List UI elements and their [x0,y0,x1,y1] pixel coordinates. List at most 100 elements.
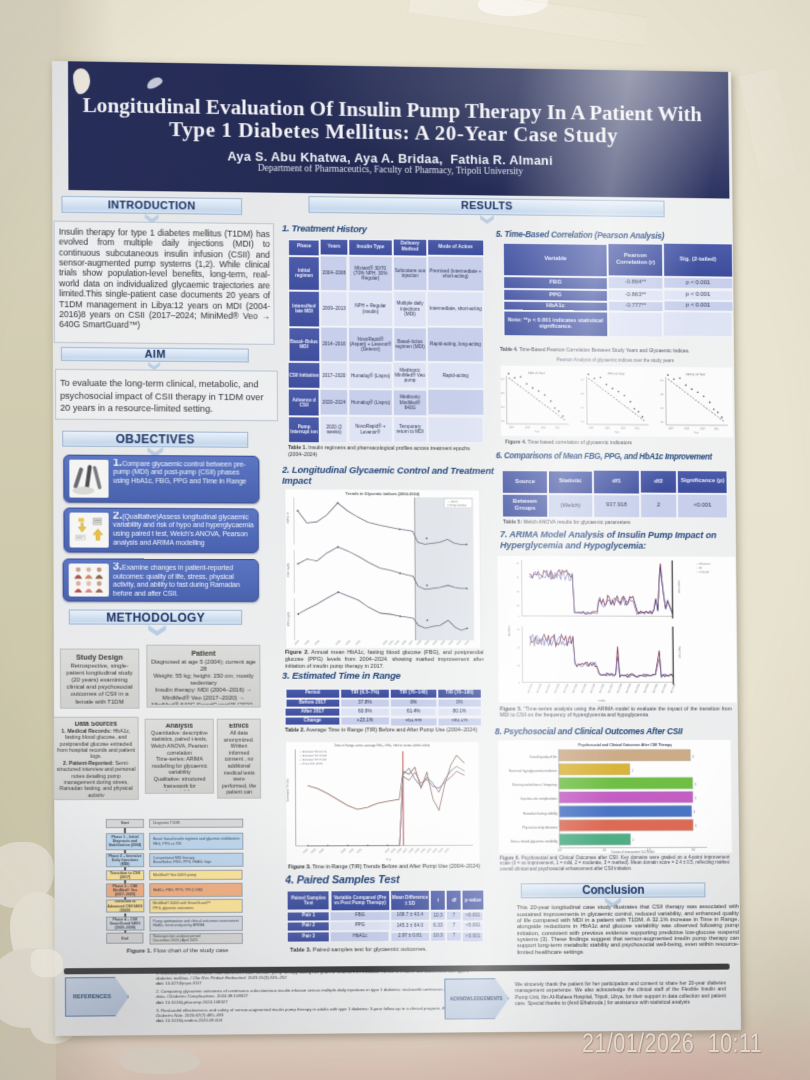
svg-text:2004: 2004 [509,427,515,429]
svg-text:2.0: 2.0 [647,848,651,852]
svg-text:Jan 2008: Jan 2008 [554,682,561,693]
svg-text:--- Pump Start (2017): --- Pump Start (2017) [299,762,323,765]
svg-text:2004: 2004 [668,428,674,430]
svg-text:Jan 2005: Jan 2005 [536,682,543,693]
svg-text:3: 3 [692,754,694,758]
svg-text:Jan 2012: Jan 2012 [571,682,578,693]
svg-text:300: 300 [580,380,584,382]
svg-text:2010: 2010 [348,846,355,853]
svg-text:30: 30 [517,577,520,579]
svg-text:Time in Range at the average F: Time in Range at the average FBG, PPG, H… [334,743,430,747]
svg-text:2016: 2016 [395,846,402,853]
svg-text:40: 40 [516,563,519,565]
svg-text:3: 3 [694,796,696,800]
svg-text:Year: Year [614,431,619,434]
svg-text:10: 10 [517,605,520,607]
svg-text:3: 3 [695,824,697,828]
svg-text:2010: 2010 [525,427,531,429]
svg-text:2016: 2016 [541,428,547,430]
svg-text:— Estimated TIR 70-140: — Estimated TIR 70-140 [299,754,327,757]
svg-text:Year: Year [694,432,699,435]
svg-text:Stress related glycaemic varia: Stress related glycaemic variability [510,839,558,843]
svg-text:Injection-site complications: Injection-site complications [520,797,557,801]
svg-text:2023: 2023 [455,639,462,646]
svg-text:— Observed: — Observed [696,561,711,565]
svg-text:250: 250 [660,394,664,396]
svg-text:150: 150 [660,422,664,424]
svg-text:2018: 2018 [416,638,423,645]
svg-text:Jan 2018: Jan 2018 [616,682,623,693]
svg-text:2022: 2022 [447,639,454,646]
svg-text:HbA1c %: HbA1c % [286,511,290,523]
svg-text:2013: 2013 [382,638,389,645]
svg-text:Jan 2016: Jan 2016 [598,682,605,693]
svg-text:2017: 2017 [408,638,415,645]
svg-text:— Estimated TIR 6.5-7%: — Estimated TIR 6.5-7% [299,750,327,753]
svg-text:150: 150 [581,422,585,424]
svg-text:10: 10 [517,665,520,667]
svg-text:2015: 2015 [394,638,401,645]
svg-text:300: 300 [660,380,664,382]
svg-text:Psychosocial and Clinical Outc: Psychosocial and Clinical Outcomes After… [578,743,672,747]
svg-text:Jan 2023: Jan 2023 [661,682,668,693]
svg-text:2009: 2009 [340,847,347,854]
svg-text:2: 2 [632,838,634,842]
svg-text:2009: 2009 [345,638,352,645]
svg-text:2005: 2005 [304,638,311,645]
svg-text:3.0: 3.0 [691,848,695,852]
svg-text:200: 200 [581,408,585,410]
svg-text:2022: 2022 [714,429,720,431]
svg-text:hyper level: hyper level [677,580,681,593]
svg-text:200: 200 [501,407,505,409]
svg-text:2016: 2016 [401,638,408,645]
svg-text:Overall quality of life: Overall quality of life [529,755,557,759]
svg-text:2: 2 [632,768,634,772]
svg-text:2024: 2024 [463,639,470,646]
svg-text:Number: Number [507,625,511,636]
svg-text:250: 250 [580,394,584,396]
svg-text:2005: 2005 [310,847,317,854]
svg-text:2004: 2004 [589,428,595,430]
svg-text:2021: 2021 [439,639,446,646]
svg-text:2021: 2021 [425,846,432,853]
svg-text:Year: Year [534,430,539,433]
svg-text:Jan 2013: Jan 2013 [580,682,587,693]
svg-text:2006: 2006 [318,847,325,854]
svg-text:2010: 2010 [605,428,611,430]
svg-text:30: 30 [517,629,520,631]
svg-text:2010: 2010 [355,638,362,645]
svg-text:20: 20 [517,647,520,649]
svg-text:PPG vs Year: PPG vs Year [608,372,625,376]
svg-text:3: 3 [693,810,695,814]
svg-text:— Estimated TIR 70-180: — Estimated TIR 70-180 [299,758,327,761]
svg-text:0: 0 [518,682,520,684]
svg-text:PPG mg/dL: PPG mg/dL [286,611,290,626]
svg-text:HbA1c vs Year: HbA1c vs Year [686,373,705,377]
svg-text:2023: 2023 [437,846,444,853]
svg-text:2020: 2020 [431,639,438,646]
svg-text:2008: 2008 [335,638,342,645]
svg-text:Jan 2007: Jan 2007 [545,682,552,693]
svg-text:1.0: 1.0 [602,848,606,852]
svg-text:2011: 2011 [356,847,363,854]
svg-text:Physical activity tolerance: Physical activity tolerance [522,825,558,829]
svg-text:Jan 2021: Jan 2021 [643,682,650,693]
svg-text:2022: 2022 [634,428,640,430]
svg-text:250: 250 [501,393,505,395]
svg-text:0.0: 0.0 [557,848,561,852]
svg-text:2018: 2018 [407,846,414,853]
svg-text:Estimated TIR (%): Estimated TIR (%) [285,778,289,801]
svg-text:2014: 2014 [388,638,395,645]
svg-text:2014: 2014 [383,846,390,853]
svg-text:20: 20 [517,591,520,593]
svg-text:Nocturnal hypoglycaemia incide: Nocturnal hypoglycaemia incidence [508,769,557,773]
svg-text:150: 150 [501,421,505,423]
svg-text:Jan 2004: Jan 2004 [527,682,534,693]
svg-text:— Forecast: — Forecast [696,569,709,573]
svg-text:Dates: Dates [598,698,606,702]
svg-text:2017: 2017 [401,846,408,853]
svg-text:— HbA1c: — HbA1c [447,499,459,503]
svg-text:2004: 2004 [302,847,309,854]
svg-text:2024: 2024 [443,846,450,853]
svg-text:3: 3 [694,782,696,786]
